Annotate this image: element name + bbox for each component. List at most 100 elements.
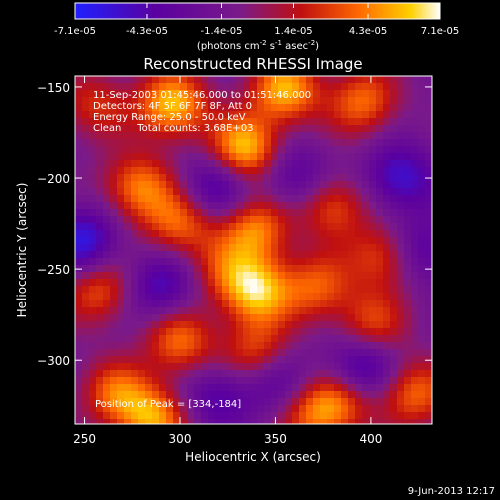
heatmap-cell [327,76,335,84]
heatmap-cell [425,167,432,175]
heatmap-cell [264,405,272,413]
heatmap-cell [278,167,286,175]
heatmap-cell [334,209,342,217]
heatmap-cell [110,230,118,238]
heatmap-cell [222,104,230,112]
heatmap-cell [404,265,412,273]
heatmap-cell [131,76,139,84]
heatmap-cell [187,328,195,336]
heatmap-cell [243,328,251,336]
heatmap-cell [187,139,195,147]
heatmap-cell [131,321,139,329]
heatmap-cell [152,405,160,413]
heatmap-cell [313,384,321,392]
heatmap-cell [145,195,153,203]
heatmap-cell [124,132,132,140]
heatmap-cell [369,76,377,84]
heatmap-cell [348,181,356,189]
heatmap-cell [411,244,419,252]
heatmap-cell [89,181,97,189]
heatmap-cell [327,230,335,238]
heatmap-cell [96,300,104,308]
heatmap-cell [369,160,377,168]
heatmap-cell [362,132,370,140]
heatmap-cell [362,258,370,266]
heatmap-cell [173,286,181,294]
heatmap-cell [215,412,223,420]
heatmap-cell [173,160,181,168]
heatmap-cell [222,419,230,424]
heatmap-cell [194,111,202,119]
heatmap-cell [131,132,139,140]
heatmap-cell [369,111,377,119]
heatmap-cell [250,202,258,210]
heatmap-cell [411,314,419,322]
heatmap-cell [397,139,405,147]
heatmap-cell [159,174,167,182]
heatmap-cell [138,181,146,189]
heatmap-cell [355,111,363,119]
heatmap-cell [152,125,160,133]
heatmap-cell [215,314,223,322]
heatmap-cell [334,230,342,238]
heatmap-cell [215,321,223,329]
heatmap-cell [166,307,174,315]
heatmap-cell [320,195,328,203]
heatmap-cell [215,118,223,126]
heatmap-cell [404,237,412,245]
heatmap-cell [145,146,153,154]
heatmap-cell [397,391,405,399]
heatmap-cell [327,174,335,182]
heatmap-cell [124,97,132,105]
heatmap-cell [376,76,384,84]
heatmap-cell [320,412,328,420]
heatmap-cell [355,377,363,385]
heatmap-cell [341,405,349,413]
heatmap-cell [208,230,216,238]
heatmap-cell [327,216,335,224]
heatmap-cell [124,356,132,364]
heatmap-cell [425,349,432,357]
heatmap-cell [383,139,391,147]
heatmap-cell [376,160,384,168]
heatmap-cell [208,174,216,182]
heatmap-cell [166,279,174,287]
heatmap-cell [110,349,118,357]
heatmap-cell [376,97,384,105]
heatmap-cell [355,265,363,273]
heatmap-cell [425,230,432,238]
heatmap-cell [411,111,419,119]
heatmap-cell [236,342,244,350]
heatmap-cell [299,244,307,252]
heatmap-cell [117,363,125,371]
heatmap-cell [292,195,300,203]
heatmap-cell [313,188,321,196]
heatmap-cell [278,230,286,238]
heatmap-cell [159,286,167,294]
heatmap-cell [166,104,174,112]
heatmap-cell [299,335,307,343]
heatmap-cell [257,391,265,399]
heatmap-cell [411,160,419,168]
heatmap-cell [208,335,216,343]
heatmap-cell [152,216,160,224]
heatmap-cell [404,202,412,210]
heatmap-cell [390,377,398,385]
heatmap-cell [124,314,132,322]
heatmap-cell [173,153,181,161]
heatmap-cell [187,146,195,154]
heatmap-cell [236,328,244,336]
heatmap-cell [390,398,398,406]
heatmap-cell [292,286,300,294]
heatmap-cell [299,286,307,294]
heatmap-cell [159,321,167,329]
heatmap-cell [236,181,244,189]
heatmap-cell [348,398,356,406]
heatmap-cell [96,342,104,350]
heatmap-cell [180,363,188,371]
heatmap-cell [208,97,216,105]
heatmap-cell [215,209,223,217]
heatmap-cell [327,335,335,343]
heatmap-cell [271,286,279,294]
heatmap-cell [299,314,307,322]
